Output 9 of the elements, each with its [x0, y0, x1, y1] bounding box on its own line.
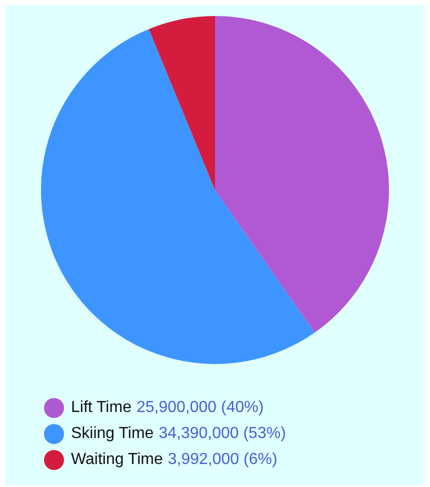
pie-slice: [41, 29, 315, 364]
legend-label: Waiting Time: [71, 451, 163, 469]
data-label: 25,900,000 (40%): [136, 399, 264, 417]
data-label: 3,992,000 (6%): [168, 451, 278, 469]
pie-slice: [148, 16, 215, 190]
data-label: 34,390,000 (53%): [158, 425, 286, 443]
pie-slice: [215, 16, 389, 333]
legend-label: Skiing Time: [71, 425, 154, 443]
legend-label: Lift Time: [71, 399, 132, 417]
